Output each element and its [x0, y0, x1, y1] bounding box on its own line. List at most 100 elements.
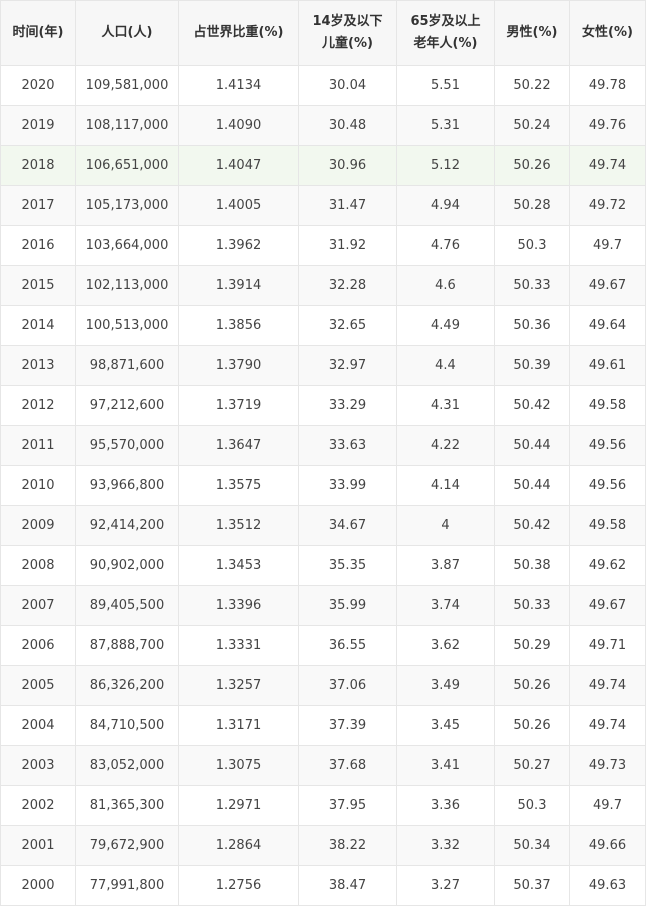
cell-male-pct: 50.33 — [494, 585, 570, 626]
cell-elderly-pct: 4.4 — [396, 345, 495, 386]
cell-children-pct: 32.97 — [298, 345, 397, 386]
cell-children-pct: 35.35 — [298, 545, 397, 586]
cell-elderly-pct: 3.49 — [396, 665, 495, 706]
cell-population: 90,902,000 — [75, 545, 179, 586]
cell-male-pct: 50.42 — [494, 505, 570, 546]
table-row: 2010 93,966,800 1.3575 33.99 4.14 50.44 49.56 — [0, 465, 646, 506]
table-row: 2001 79,672,900 1.2864 38.22 3.32 50.34 49.66 — [0, 825, 646, 866]
cell-male-pct: 50.37 — [494, 865, 570, 906]
cell-population: 84,710,500 — [75, 705, 179, 746]
cell-elderly-pct: 3.32 — [396, 825, 495, 866]
cell-female-pct: 49.56 — [569, 425, 646, 466]
cell-year: 2008 — [0, 545, 76, 586]
cell-male-pct: 50.27 — [494, 745, 570, 786]
cell-year: 2020 — [0, 65, 76, 106]
table-body: 2020 109,581,000 1.4134 30.04 5.51 50.22 49.78… — [0, 65, 646, 906]
cell-world-share: 1.3257 — [178, 665, 299, 706]
table-row: 2017 105,173,000 1.4005 31.47 4.94 50.28 49.72 — [0, 185, 646, 226]
cell-male-pct: 50.36 — [494, 305, 570, 346]
cell-elderly-pct: 3.36 — [396, 785, 495, 826]
cell-female-pct: 49.67 — [569, 585, 646, 626]
cell-world-share: 1.3331 — [178, 625, 299, 666]
cell-female-pct: 49.73 — [569, 745, 646, 786]
cell-female-pct: 49.58 — [569, 505, 646, 546]
cell-world-share: 1.3962 — [178, 225, 299, 266]
table-row: 2009 92,414,200 1.3512 34.67 4 50.42 49.58 — [0, 505, 646, 546]
cell-elderly-pct: 4.76 — [396, 225, 495, 266]
column-header-text: 老年人(%) — [413, 36, 478, 51]
cell-world-share: 1.3171 — [178, 705, 299, 746]
cell-children-pct: 38.47 — [298, 865, 397, 906]
cell-elderly-pct: 5.51 — [396, 65, 495, 106]
cell-year: 2017 — [0, 185, 76, 226]
column-header-text: 女性(%) — [582, 25, 633, 40]
column-header-text: 14岁及以下 — [312, 14, 383, 29]
cell-population: 97,212,600 — [75, 385, 179, 426]
cell-population: 86,326,200 — [75, 665, 179, 706]
cell-elderly-pct: 3.27 — [396, 865, 495, 906]
column-header-world-share: 占世界比重(%) — [178, 0, 299, 66]
cell-world-share: 1.3647 — [178, 425, 299, 466]
cell-male-pct: 50.33 — [494, 265, 570, 306]
cell-population: 109,581,000 — [75, 65, 179, 106]
cell-year: 2002 — [0, 785, 76, 826]
cell-elderly-pct: 5.31 — [396, 105, 495, 146]
cell-male-pct: 50.26 — [494, 705, 570, 746]
cell-year: 2005 — [0, 665, 76, 706]
cell-male-pct: 50.26 — [494, 145, 570, 186]
cell-population: 102,113,000 — [75, 265, 179, 306]
table-row: 2008 90,902,000 1.3453 35.35 3.87 50.38 49.62 — [0, 545, 646, 586]
cell-children-pct: 32.65 — [298, 305, 397, 346]
cell-world-share: 1.3575 — [178, 465, 299, 506]
cell-children-pct: 37.68 — [298, 745, 397, 786]
cell-female-pct: 49.61 — [569, 345, 646, 386]
table-row: 2003 83,052,000 1.3075 37.68 3.41 50.27 49.73 — [0, 745, 646, 786]
cell-female-pct: 49.7 — [569, 225, 646, 266]
cell-year: 2004 — [0, 705, 76, 746]
column-header-children-pct: 14岁及以下 儿童(%) — [298, 0, 397, 66]
cell-population: 105,173,000 — [75, 185, 179, 226]
cell-year: 2019 — [0, 105, 76, 146]
cell-children-pct: 37.39 — [298, 705, 397, 746]
table-row: 2005 86,326,200 1.3257 37.06 3.49 50.26 49.74 — [0, 665, 646, 706]
table-row: 2018 106,651,000 1.4047 30.96 5.12 50.26 49.74 — [0, 145, 646, 186]
table-row: 2019 108,117,000 1.4090 30.48 5.31 50.24 49.76 — [0, 105, 646, 146]
cell-population: 87,888,700 — [75, 625, 179, 666]
cell-population: 100,513,000 — [75, 305, 179, 346]
cell-elderly-pct: 4.31 — [396, 385, 495, 426]
cell-female-pct: 49.58 — [569, 385, 646, 426]
cell-population: 92,414,200 — [75, 505, 179, 546]
column-header-text: 男性(%) — [506, 25, 558, 40]
cell-world-share: 1.3075 — [178, 745, 299, 786]
cell-female-pct: 49.64 — [569, 305, 646, 346]
cell-year: 2014 — [0, 305, 76, 346]
cell-world-share: 1.3719 — [178, 385, 299, 426]
cell-population: 77,991,800 — [75, 865, 179, 906]
column-header-population: 人口(人) — [75, 0, 179, 66]
cell-female-pct: 49.62 — [569, 545, 646, 586]
cell-year: 2001 — [0, 825, 76, 866]
cell-world-share: 1.4090 — [178, 105, 299, 146]
cell-year: 2015 — [0, 265, 76, 306]
cell-female-pct: 49.76 — [569, 105, 646, 146]
cell-world-share: 1.3856 — [178, 305, 299, 346]
cell-children-pct: 37.95 — [298, 785, 397, 826]
cell-children-pct: 34.67 — [298, 505, 397, 546]
cell-children-pct: 30.04 — [298, 65, 397, 106]
cell-male-pct: 50.28 — [494, 185, 570, 226]
column-header-female-pct: 女性(%) — [569, 0, 646, 66]
cell-world-share: 1.4134 — [178, 65, 299, 106]
cell-elderly-pct: 4.14 — [396, 465, 495, 506]
cell-year: 2003 — [0, 745, 76, 786]
cell-children-pct: 35.99 — [298, 585, 397, 626]
cell-female-pct: 49.56 — [569, 465, 646, 506]
table-row: 2015 102,113,000 1.3914 32.28 4.6 50.33 49.67 — [0, 265, 646, 306]
cell-year: 2011 — [0, 425, 76, 466]
cell-population: 106,651,000 — [75, 145, 179, 186]
table-row: 2016 103,664,000 1.3962 31.92 4.76 50.3 49.7 — [0, 225, 646, 266]
cell-male-pct: 50.42 — [494, 385, 570, 426]
cell-children-pct: 31.47 — [298, 185, 397, 226]
cell-year: 2012 — [0, 385, 76, 426]
cell-elderly-pct: 3.62 — [396, 625, 495, 666]
cell-elderly-pct: 4.22 — [396, 425, 495, 466]
